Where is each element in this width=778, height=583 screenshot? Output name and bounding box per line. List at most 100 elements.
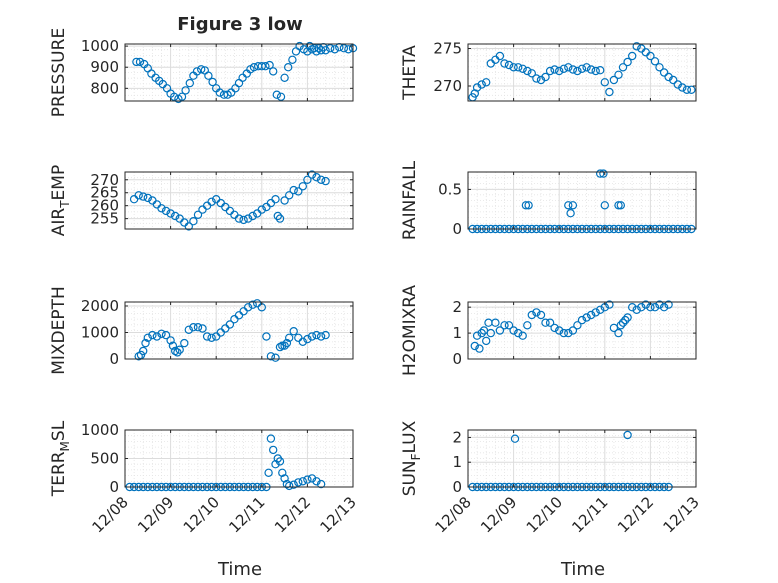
data-point bbox=[196, 65, 206, 74]
subplot-theta: 270 275 THETA bbox=[400, 40, 697, 102]
data-point bbox=[312, 477, 321, 486]
data-point bbox=[312, 330, 321, 340]
data-point bbox=[303, 175, 312, 184]
data-point bbox=[280, 196, 289, 205]
y-tick-label: 0 bbox=[109, 350, 119, 368]
data-point bbox=[541, 318, 550, 327]
figure-title: Figure 3 low bbox=[177, 14, 302, 35]
data-point bbox=[523, 321, 532, 330]
data-point bbox=[521, 201, 531, 210]
data-point bbox=[518, 331, 527, 340]
data-point bbox=[147, 69, 156, 78]
y-axis-label: PRESSURE bbox=[49, 28, 69, 117]
subplot-pressure: 800 900 1000 PRESSURE bbox=[49, 28, 358, 117]
data-point bbox=[605, 87, 614, 97]
data-point bbox=[566, 208, 575, 218]
data-point bbox=[181, 86, 190, 95]
data-point bbox=[289, 480, 298, 489]
data-point bbox=[614, 201, 623, 210]
y-axis-label: RAINFALL bbox=[400, 160, 420, 240]
data-point bbox=[623, 430, 632, 440]
y-tick-label: 0 bbox=[452, 220, 462, 238]
data-point bbox=[307, 170, 317, 179]
data-point bbox=[559, 64, 569, 74]
data-point bbox=[614, 328, 623, 338]
data-point bbox=[646, 51, 655, 61]
axes-box bbox=[124, 301, 354, 360]
data-point bbox=[234, 214, 244, 223]
data-point bbox=[632, 42, 641, 51]
data-point bbox=[184, 325, 193, 334]
data-point bbox=[138, 192, 148, 201]
data-point bbox=[298, 337, 307, 346]
data-point bbox=[330, 45, 339, 54]
y-tick-label: 500 bbox=[90, 450, 119, 468]
data-point bbox=[271, 194, 280, 204]
data-point bbox=[623, 313, 632, 322]
data-point bbox=[582, 63, 591, 72]
y-tick-label: 260 bbox=[90, 197, 119, 215]
data-point bbox=[225, 320, 235, 329]
data-point bbox=[193, 210, 203, 219]
data-point bbox=[204, 71, 213, 80]
data-point bbox=[655, 63, 664, 72]
subplot-mixdepth: 0 1000 2000 MIXDEPTH bbox=[49, 286, 354, 375]
data-point bbox=[266, 434, 276, 443]
data-point bbox=[152, 332, 162, 341]
data-point bbox=[514, 63, 523, 72]
y-tick-label: 0.5 bbox=[438, 180, 462, 198]
data-point bbox=[470, 341, 479, 351]
data-point bbox=[166, 209, 175, 218]
data-point bbox=[527, 69, 537, 78]
y-tick-label: 275 bbox=[433, 40, 462, 58]
data-point bbox=[143, 193, 152, 203]
data-point bbox=[527, 310, 537, 320]
data-point bbox=[257, 61, 266, 71]
data-point bbox=[170, 211, 180, 221]
data-point bbox=[271, 353, 280, 362]
data-point bbox=[141, 338, 150, 348]
data-point bbox=[524, 201, 533, 210]
data-point bbox=[294, 187, 303, 196]
data-point bbox=[475, 344, 484, 353]
data-point bbox=[628, 51, 637, 61]
y-tick-label: 270 bbox=[433, 77, 462, 95]
data-point bbox=[215, 88, 224, 97]
data-point bbox=[298, 477, 307, 486]
y-axis-label: MIXDEPTH bbox=[49, 286, 69, 375]
data-point bbox=[316, 332, 326, 341]
data-point bbox=[138, 346, 148, 356]
data-point bbox=[518, 64, 527, 74]
data-point bbox=[284, 62, 293, 72]
data-point bbox=[659, 68, 669, 77]
data-point bbox=[275, 214, 285, 223]
data-point bbox=[280, 474, 289, 483]
data-point bbox=[623, 57, 632, 67]
data-point bbox=[189, 323, 198, 332]
data-point bbox=[504, 321, 514, 330]
data-point bbox=[278, 341, 287, 350]
data-point bbox=[257, 205, 266, 214]
y-axis-label: TERRMSL bbox=[49, 420, 72, 497]
y-tick-label: 0 bbox=[452, 350, 462, 368]
data-point bbox=[249, 62, 259, 72]
data-point bbox=[614, 70, 623, 80]
data-point bbox=[166, 336, 175, 345]
data-point bbox=[655, 300, 664, 309]
data-point bbox=[321, 330, 330, 340]
data-point bbox=[207, 333, 216, 342]
data-point bbox=[243, 303, 253, 312]
y-tick-label: 265 bbox=[90, 184, 119, 202]
data-point bbox=[264, 468, 273, 477]
data-point bbox=[198, 324, 207, 333]
data-point bbox=[344, 45, 353, 54]
data-point bbox=[321, 46, 330, 55]
data-point bbox=[523, 66, 532, 76]
data-point bbox=[288, 55, 297, 65]
data-point bbox=[616, 321, 626, 330]
data-point bbox=[621, 315, 630, 325]
data-point bbox=[550, 323, 559, 333]
data-point bbox=[280, 341, 289, 350]
axes-box bbox=[467, 429, 697, 488]
